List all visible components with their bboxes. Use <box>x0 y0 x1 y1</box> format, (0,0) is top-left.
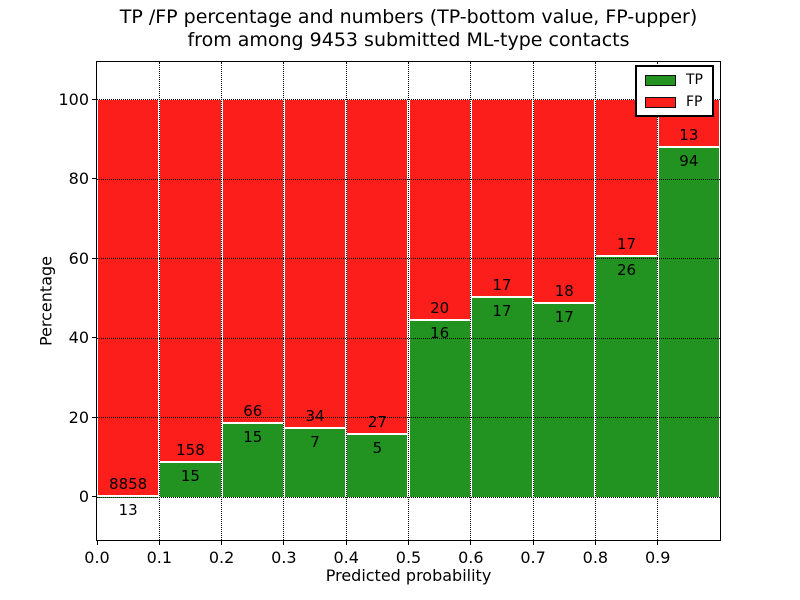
y-tick-label: 100 <box>58 89 89 109</box>
x-tick-label: 0.9 <box>644 548 671 567</box>
v-gridline <box>345 62 347 540</box>
fp-value-label: 27 <box>367 413 387 432</box>
tp-value-label: 17 <box>554 308 574 327</box>
tp-value-label: 15 <box>243 427 263 446</box>
tp-value-label: 16 <box>430 324 450 343</box>
tp-bar-segment <box>471 298 533 498</box>
fp-value-label: 66 <box>243 401 263 420</box>
legend-item-tp: TP <box>645 73 703 87</box>
x-tick-label: 0.2 <box>208 548 235 567</box>
tp-swatch <box>645 74 676 86</box>
y-tick-mark <box>92 496 96 498</box>
fp-value-label: 17 <box>492 276 512 295</box>
x-tick-label: 0.3 <box>271 548 297 567</box>
v-gridline <box>283 62 285 540</box>
fp-bar-segment <box>284 99 346 430</box>
fp-bar-segment <box>409 99 470 321</box>
tp-bar-segment <box>160 462 221 498</box>
tp-value-label: 13 <box>118 500 138 519</box>
v-gridline <box>408 62 409 540</box>
tp-bar-segment <box>596 256 657 498</box>
x-tick-label: 0.8 <box>582 548 609 567</box>
v-gridline <box>657 62 659 540</box>
y-tick-label: 40 <box>68 328 89 348</box>
tp-bar-segment <box>222 423 283 498</box>
tp-value-label: 26 <box>616 260 637 279</box>
fp-value-label: 158 <box>176 440 205 459</box>
tp-bar-segment <box>347 435 408 498</box>
x-tick-label: 0.6 <box>458 548 484 567</box>
tp-bar-segment <box>409 320 470 498</box>
y-tick-label: 60 <box>68 248 89 268</box>
x-tick-label: 0.5 <box>395 548 422 567</box>
chart-title-line1: TP /FP percentage and numbers (TP-bottom… <box>119 6 698 28</box>
plot-area: TP FP 8858 13 158 15 66 15 34 7 27 5 20 16 17 17 18 17 1… <box>58 61 721 567</box>
x-tick-mark <box>594 541 596 545</box>
x-tick-label: 0.0 <box>84 548 110 567</box>
legend: TP FP <box>635 65 714 117</box>
chart-title: TP /FP percentage and numbers (TP-bottom… <box>97 6 720 52</box>
x-tick-label: 0.4 <box>333 548 359 567</box>
fp-value-label: 8858 <box>109 474 148 493</box>
y-tick-mark <box>92 98 96 100</box>
fp-value-label: 20 <box>430 298 450 317</box>
y-tick-mark <box>92 416 96 418</box>
v-gridline <box>594 62 596 540</box>
fp-bar-segment <box>347 99 408 436</box>
tp-value-label: 7 <box>310 433 320 452</box>
tp-bar-segment <box>284 429 346 498</box>
x-tick-mark <box>283 541 285 545</box>
x-tick-mark <box>408 541 409 545</box>
v-gridline <box>532 62 534 540</box>
fp-swatch <box>645 96 676 108</box>
x-tick-mark <box>345 541 347 545</box>
y-tick-mark <box>92 257 96 259</box>
x-tick-mark <box>221 541 223 545</box>
y-tick-label: 20 <box>68 407 89 427</box>
legend-label-fp: FP <box>686 94 703 110</box>
chart-title-line2: from among 9453 submitted ML-type contac… <box>187 29 630 51</box>
y-tick-mark <box>92 178 96 180</box>
tp-value-label: 94 <box>679 152 699 171</box>
legend-item-fp: FP <box>645 95 703 109</box>
fp-value-label: 17 <box>616 234 637 253</box>
fp-bar-segment <box>471 99 533 299</box>
legend-label-tp: TP <box>686 72 703 88</box>
y-tick-label: 0 <box>78 487 89 507</box>
fp-bar-segment <box>222 99 283 424</box>
v-gridline <box>221 62 223 540</box>
x-tick-mark <box>158 541 160 545</box>
x-tick-mark <box>470 541 472 545</box>
x-tick-label: 0.7 <box>520 548 546 567</box>
fp-bar-segment <box>596 99 657 257</box>
tp-value-label: 5 <box>372 439 383 457</box>
tp-value-label: 15 <box>180 466 200 485</box>
tp-bar-segment <box>534 304 595 498</box>
tp-value-label: 17 <box>492 302 512 321</box>
x-tick-label: 0.1 <box>146 548 173 567</box>
fp-bar-segment <box>160 99 221 463</box>
x-tick-mark <box>96 541 98 545</box>
x-tick-mark <box>532 541 534 545</box>
fp-value-label: 18 <box>554 282 574 301</box>
fp-value-label: 13 <box>679 126 699 145</box>
fp-bar-segment <box>98 99 159 497</box>
x-axis-label: Predicted probability <box>325 566 492 585</box>
v-gridline <box>158 62 160 540</box>
x-tick-mark <box>657 541 659 545</box>
y-tick-mark <box>92 337 96 339</box>
tp-bar-segment <box>658 148 719 498</box>
y-tick-label: 80 <box>68 169 89 189</box>
fp-value-label: 34 <box>305 407 325 426</box>
v-gridline <box>470 62 472 540</box>
fp-bar-segment <box>534 99 595 305</box>
